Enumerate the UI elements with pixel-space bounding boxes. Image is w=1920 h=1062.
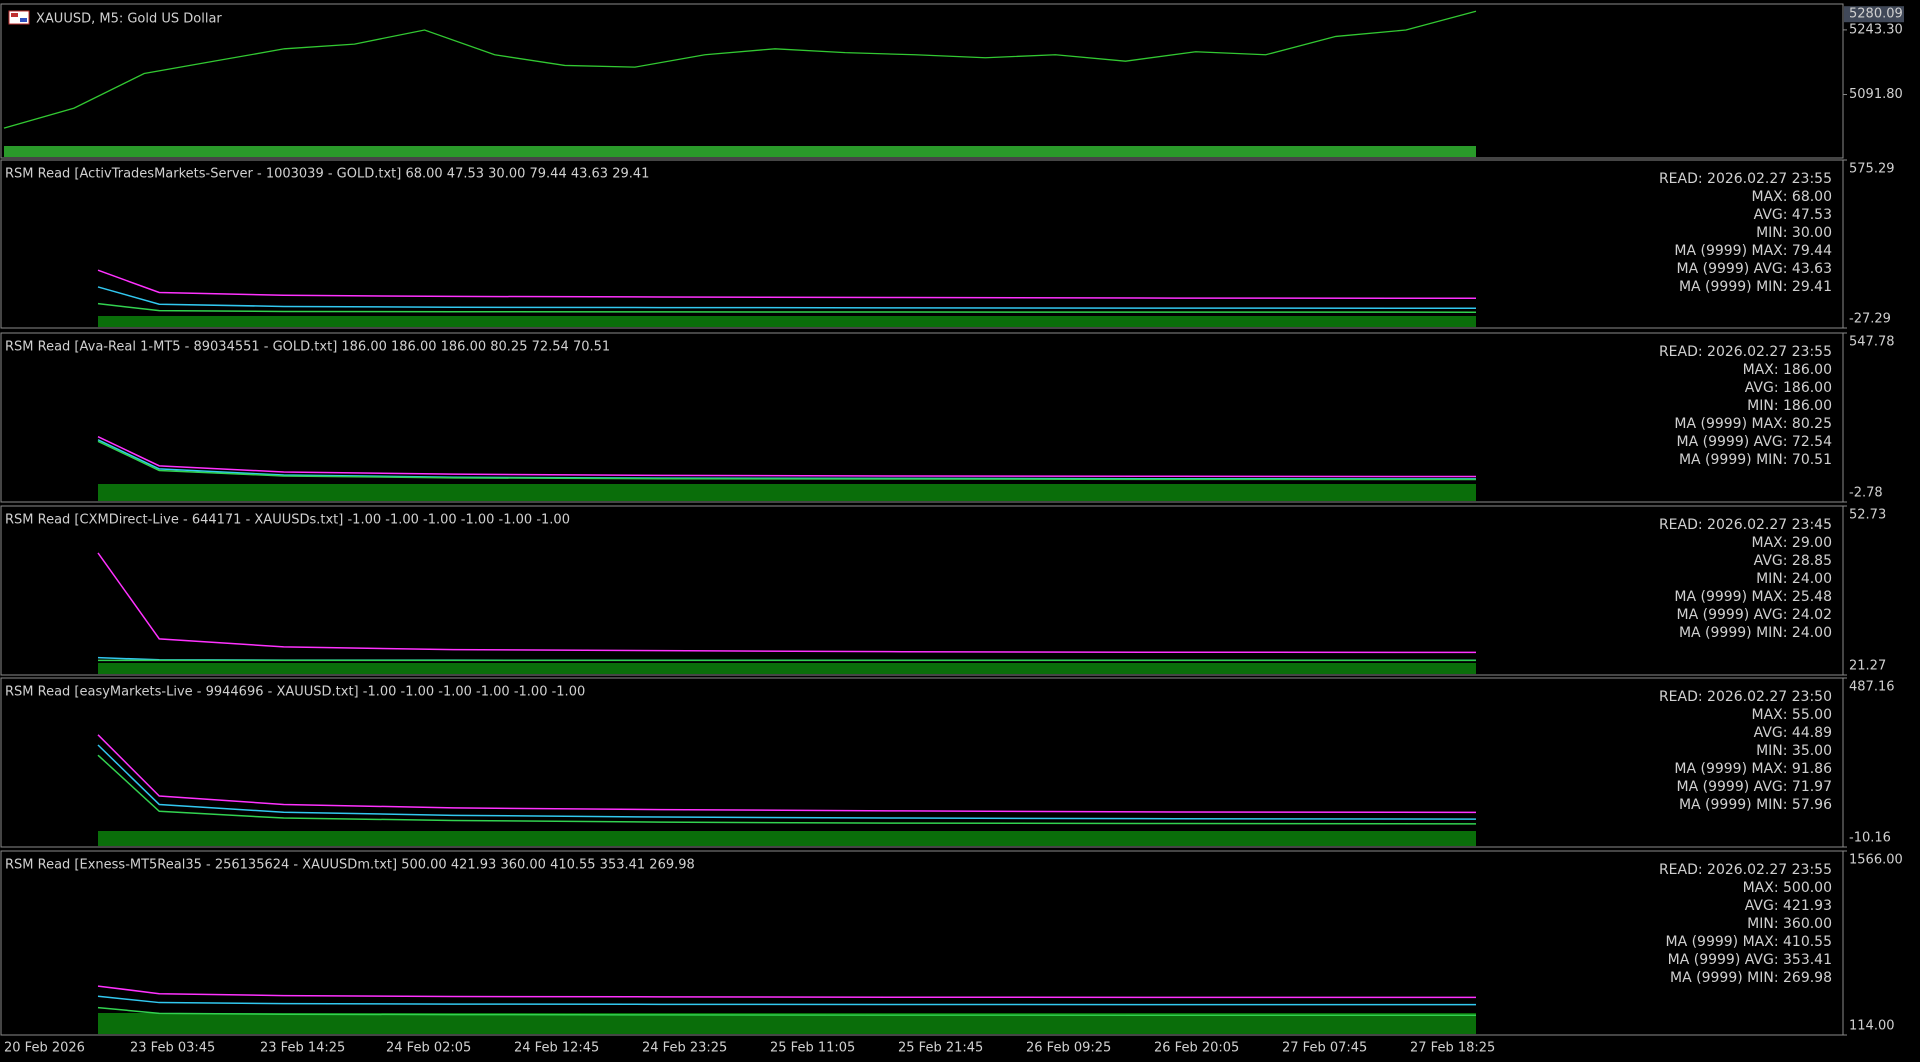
current-price-box xyxy=(1844,6,1904,23)
histogram-base xyxy=(98,831,1476,846)
axis-label: 487.16 xyxy=(1849,680,1895,695)
legend-item: MIN: 30.00 xyxy=(1756,225,1832,241)
legend-item: READ: 2026.02.27 23:55 xyxy=(1659,171,1832,187)
panel-frame xyxy=(0,332,1844,503)
ma-line xyxy=(97,286,1477,309)
ma-line xyxy=(97,302,1477,313)
panel-frame xyxy=(0,677,1844,848)
time-label: 23 Feb 14:25 xyxy=(260,1041,345,1056)
price-tick-label: 5243.30 xyxy=(1849,22,1903,37)
axis-label: 547.78 xyxy=(1849,335,1895,350)
panel-title: RSM Read [easyMarkets-Live - 9944696 - X… xyxy=(5,685,585,700)
legend-item: READ: 2026.02.27 23:50 xyxy=(1659,689,1832,705)
legend-item: MAX: 29.00 xyxy=(1752,535,1833,551)
legend-item: MAX: 68.00 xyxy=(1752,189,1833,205)
legend-item: MA (9999) AVG: 43.63 xyxy=(1677,261,1832,277)
time-label: 27 Feb 07:45 xyxy=(1282,1041,1367,1056)
axis-label: 21.27 xyxy=(1849,659,1886,674)
legend-item: MA (9999) MIN: 24.00 xyxy=(1679,625,1832,641)
panel-title: RSM Read [Exness-MT5Real35 - 256135624 -… xyxy=(5,858,695,873)
axis-label: -10.16 xyxy=(1849,831,1891,846)
axis-label: 114.00 xyxy=(1849,1019,1895,1034)
panel-title: RSM Read [CXMDirect-Live - 644171 - XAUU… xyxy=(5,513,570,528)
legend-item: MA (9999) MIN: 57.96 xyxy=(1679,797,1832,813)
legend-item: MA (9999) MAX: 80.25 xyxy=(1674,416,1832,432)
axis-label: 575.29 xyxy=(1849,162,1895,177)
price-line xyxy=(3,10,1477,129)
legend-item: AVG: 28.85 xyxy=(1754,553,1832,569)
ma-line xyxy=(97,744,1477,820)
legend-item: MIN: 24.00 xyxy=(1756,571,1832,587)
axis-label: 1566.00 xyxy=(1849,853,1903,868)
legend-item: MA (9999) MAX: 91.86 xyxy=(1674,761,1832,777)
ma-line xyxy=(97,754,1477,825)
time-label: 20 Feb 2026 xyxy=(4,1041,85,1056)
legend-item: MAX: 55.00 xyxy=(1752,707,1833,723)
legend-item: MA (9999) AVG: 24.02 xyxy=(1677,607,1832,623)
time-label: 23 Feb 03:45 xyxy=(130,1041,215,1056)
axis-label: 52.73 xyxy=(1849,508,1886,523)
legend-item: AVG: 421.93 xyxy=(1745,898,1832,914)
legend-item: AVG: 47.53 xyxy=(1754,207,1832,223)
ma-line xyxy=(97,552,1477,654)
panel-frame xyxy=(0,3,1844,159)
legend-item: MA (9999) MAX: 25.48 xyxy=(1674,589,1832,605)
legend-item: AVG: 186.00 xyxy=(1745,380,1832,396)
ma-line xyxy=(97,995,1477,1006)
time-label: 27 Feb 18:25 xyxy=(1410,1041,1495,1056)
panel-frame xyxy=(0,505,1844,676)
ma-line xyxy=(97,440,1477,481)
legend-item: AVG: 44.89 xyxy=(1754,725,1832,741)
panel-title: RSM Read [ActivTradesMarkets-Server - 10… xyxy=(5,167,649,182)
axis-label: -27.29 xyxy=(1849,312,1891,327)
symbol-icon xyxy=(8,10,30,25)
symbol-title: XAUUSD, M5: Gold US Dollar xyxy=(36,12,222,27)
current-price-label: 5280.09 xyxy=(1849,7,1903,22)
histogram-base xyxy=(98,484,1476,501)
legend-item: MAX: 186.00 xyxy=(1743,362,1832,378)
legend-item: MA (9999) AVG: 72.54 xyxy=(1677,434,1833,450)
legend-item: MA (9999) MIN: 269.98 xyxy=(1670,970,1832,986)
legend-item: MA (9999) AVG: 71.97 xyxy=(1677,779,1832,795)
panel-frame xyxy=(0,159,1844,329)
ma-line xyxy=(97,269,1477,299)
legend-item: MIN: 186.00 xyxy=(1747,398,1832,414)
ma-line xyxy=(97,985,1477,999)
symbol-icon-part xyxy=(11,13,18,17)
time-label: 25 Feb 11:05 xyxy=(770,1041,855,1056)
time-label: 25 Feb 21:45 xyxy=(898,1041,983,1056)
legend-item: READ: 2026.02.27 23:55 xyxy=(1659,862,1832,878)
panel-frame xyxy=(0,850,1844,1036)
histogram-base xyxy=(98,663,1476,674)
histogram-base xyxy=(98,316,1476,327)
volume-band xyxy=(4,146,1476,157)
time-label: 24 Feb 02:05 xyxy=(386,1041,471,1056)
legend-item: MA (9999) MIN: 70.51 xyxy=(1679,452,1832,468)
legend-item: MAX: 500.00 xyxy=(1743,880,1832,896)
price-tick-label: 5091.80 xyxy=(1849,87,1903,102)
histogram-base xyxy=(98,1013,1476,1034)
legend-item: MA (9999) MIN: 29.41 xyxy=(1679,279,1832,295)
legend-item: MIN: 35.00 xyxy=(1756,743,1832,759)
legend-item: MA (9999) MAX: 79.44 xyxy=(1674,243,1832,259)
ma-line xyxy=(97,734,1477,814)
symbol-icon-part xyxy=(20,18,27,22)
time-label: 24 Feb 23:25 xyxy=(642,1041,727,1056)
ma-line xyxy=(97,436,1477,478)
legend-item: READ: 2026.02.27 23:45 xyxy=(1659,517,1832,533)
ma-line xyxy=(97,1006,1476,1016)
time-label: 26 Feb 09:25 xyxy=(1026,1041,1111,1056)
legend-item: READ: 2026.02.27 23:55 xyxy=(1659,344,1832,360)
legend-item: MA (9999) AVG: 353.41 xyxy=(1668,952,1832,968)
axis-label: -2.78 xyxy=(1849,486,1883,501)
legend-item: MIN: 360.00 xyxy=(1747,916,1832,932)
legend-item: MA (9999) MAX: 410.55 xyxy=(1665,934,1832,950)
panel-title: RSM Read [Ava-Real 1-MT5 - 89034551 - GO… xyxy=(5,340,610,355)
time-label: 24 Feb 12:45 xyxy=(514,1041,599,1056)
time-label: 26 Feb 20:05 xyxy=(1154,1041,1239,1056)
